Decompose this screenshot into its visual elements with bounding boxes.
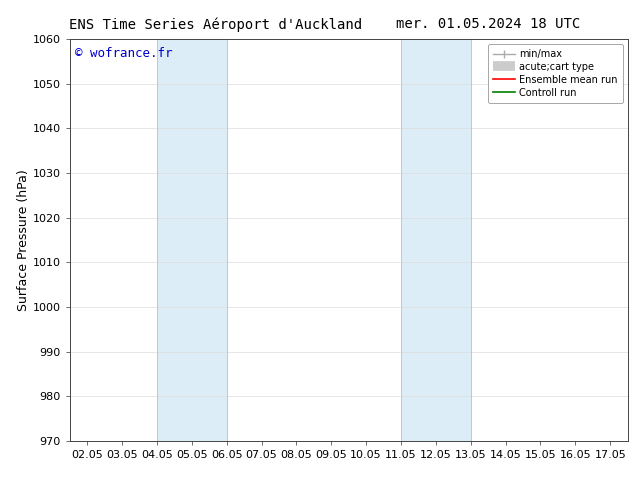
Text: mer. 01.05.2024 18 UTC: mer. 01.05.2024 18 UTC: [396, 17, 580, 31]
Bar: [401, 39, 470, 441]
Bar: [157, 39, 226, 441]
Text: ENS Time Series Aéroport d'Auckland: ENS Time Series Aéroport d'Auckland: [69, 17, 362, 32]
Y-axis label: Surface Pressure (hPa): Surface Pressure (hPa): [17, 169, 30, 311]
Legend: min/max, acute;cart type, Ensemble mean run, Controll run: min/max, acute;cart type, Ensemble mean …: [488, 44, 623, 102]
Text: © wofrance.fr: © wofrance.fr: [75, 47, 173, 60]
